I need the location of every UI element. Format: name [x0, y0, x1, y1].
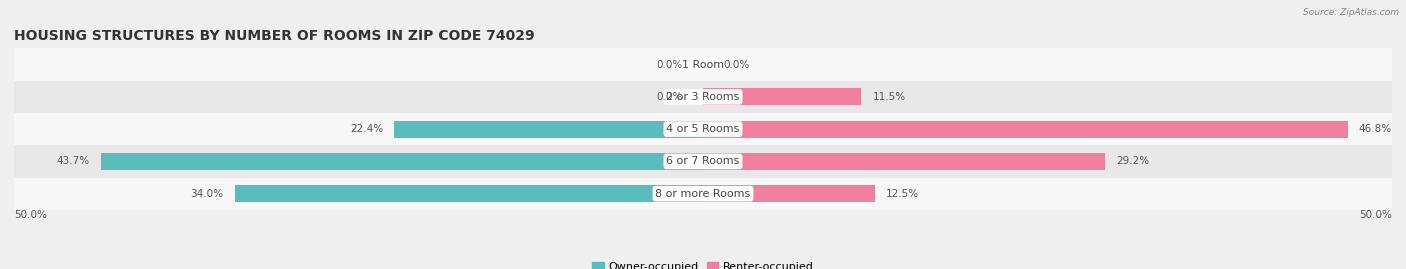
Text: 1 Room: 1 Room [682, 59, 724, 70]
Text: 12.5%: 12.5% [886, 189, 920, 199]
Text: 8 or more Rooms: 8 or more Rooms [655, 189, 751, 199]
Bar [101, 153, 703, 170]
Text: 4 or 5 Rooms: 4 or 5 Rooms [666, 124, 740, 134]
Bar [703, 89, 862, 105]
Text: 50.0%: 50.0% [1360, 210, 1392, 221]
Text: 43.7%: 43.7% [56, 156, 90, 167]
Bar [14, 113, 1392, 145]
Text: HOUSING STRUCTURES BY NUMBER OF ROOMS IN ZIP CODE 74029: HOUSING STRUCTURES BY NUMBER OF ROOMS IN… [14, 29, 534, 43]
Text: 22.4%: 22.4% [350, 124, 384, 134]
Text: 50.0%: 50.0% [14, 210, 46, 221]
Text: 11.5%: 11.5% [873, 92, 905, 102]
Text: 0.0%: 0.0% [724, 59, 749, 70]
Text: 34.0%: 34.0% [190, 189, 224, 199]
Text: 0.0%: 0.0% [657, 59, 682, 70]
Text: 46.8%: 46.8% [1358, 124, 1392, 134]
Text: Source: ZipAtlas.com: Source: ZipAtlas.com [1303, 8, 1399, 17]
Text: 2 or 3 Rooms: 2 or 3 Rooms [666, 92, 740, 102]
Bar [14, 178, 1392, 210]
Text: 6 or 7 Rooms: 6 or 7 Rooms [666, 156, 740, 167]
Bar [235, 185, 703, 202]
Text: 0.0%: 0.0% [657, 92, 682, 102]
Text: 29.2%: 29.2% [1116, 156, 1150, 167]
Bar [703, 153, 1105, 170]
Bar [14, 81, 1392, 113]
Legend: Owner-occupied, Renter-occupied: Owner-occupied, Renter-occupied [592, 262, 814, 269]
Bar [703, 121, 1348, 137]
Bar [14, 48, 1392, 81]
Bar [14, 145, 1392, 178]
Bar [394, 121, 703, 137]
Bar [703, 185, 875, 202]
